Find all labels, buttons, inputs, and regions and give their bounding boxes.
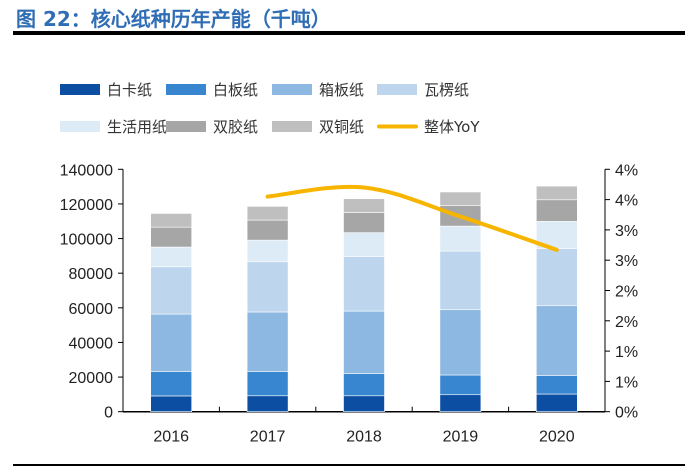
x-tick-label: 2020: [539, 429, 575, 446]
yoy-line: [265, 184, 559, 252]
bar-segment-2016-生活用纸: [150, 246, 192, 268]
legend-label: 箱板纸: [319, 81, 364, 99]
left-tick-label: 40000: [69, 335, 114, 352]
bar-segment-2018-白卡纸: [343, 395, 385, 412]
bar-segment-2020-白板纸: [535, 375, 578, 395]
legend-swatch-瓦楞纸: [377, 84, 417, 95]
legend-label: 白板纸: [213, 81, 258, 99]
bar-segment-2017-生活用纸: [246, 239, 289, 263]
bar-segment-2018-瓦楞纸: [343, 256, 385, 312]
bar-segment-2016-瓦楞纸: [150, 266, 192, 315]
bar-segment-2017-箱板纸: [246, 311, 289, 373]
bar-segment-2019-双铜纸: [439, 191, 482, 206]
right-tick-label: 4%: [615, 162, 638, 179]
legend-label: 双铜纸: [319, 118, 364, 136]
left-tick-label: 140000: [60, 162, 113, 179]
left-tick-label: 20000: [69, 370, 114, 387]
bar-segment-2017-白卡纸: [246, 395, 289, 412]
bar-segment-2019-箱板纸: [439, 309, 482, 376]
bar-segment-2020-白卡纸: [535, 393, 578, 413]
figure-title: 图 22：核心纸种历年产能（千吨）: [16, 7, 331, 31]
x-tick-label: 2018: [346, 429, 382, 446]
left-tick-label: 100000: [60, 232, 113, 249]
bar-segment-2018-双铜纸: [343, 198, 385, 213]
bar-segment-2017-白板纸: [246, 371, 289, 397]
bar-segment-2018-白板纸: [343, 373, 385, 397]
legend-label: 白卡纸: [107, 81, 152, 99]
legend-swatch-生活用纸: [60, 121, 100, 132]
bar-segment-2020-瓦楞纸: [535, 248, 578, 307]
bar-segment-2018-双胶纸: [343, 212, 385, 233]
legend-label: 双胶纸: [213, 118, 258, 136]
bar-segment-2019-生活用纸: [439, 225, 482, 252]
legend-label: 整体YoY: [424, 118, 480, 136]
bar-segment-2020-双胶纸: [535, 199, 578, 222]
left-tick-label: 80000: [69, 266, 114, 283]
bar-segment-2017-双铜纸: [246, 206, 289, 221]
right-tick-label: 3%: [615, 253, 638, 270]
legend-swatch-双铜纸: [272, 121, 312, 132]
x-tick-label: 2019: [443, 429, 479, 446]
bar-segment-2016-白卡纸: [150, 395, 192, 412]
x-tick-label: 2016: [153, 429, 189, 446]
legend-swatch-白卡纸: [60, 84, 100, 95]
legend-swatch-整体YoY: [377, 124, 418, 129]
legend-label: 生活用纸: [107, 118, 167, 136]
bar-segment-2016-白板纸: [150, 371, 192, 397]
right-tick-label: 1%: [615, 374, 638, 391]
bar-segment-2016-双铜纸: [150, 213, 192, 228]
bottom-rule: [13, 464, 685, 466]
bar-segment-2020-双铜纸: [535, 185, 578, 201]
legend-label: 瓦楞纸: [424, 81, 469, 99]
right-tick-label: 2%: [615, 284, 638, 301]
bar-segment-2019-瓦楞纸: [439, 250, 482, 311]
right-tick-label: 1%: [615, 344, 638, 361]
bar-segment-2018-生活用纸: [343, 232, 385, 257]
bar-segment-2016-箱板纸: [150, 313, 192, 373]
right-tick-label: 0%: [615, 405, 638, 422]
bar-segment-2019-白板纸: [439, 374, 482, 396]
bar-segment-2019-白卡纸: [439, 394, 482, 412]
left-tick-label: 120000: [60, 197, 113, 214]
right-tick-label: 3%: [615, 223, 638, 240]
legend-swatch-双胶纸: [166, 121, 206, 132]
legend-swatch-白板纸: [166, 84, 206, 95]
right-tick-label: 2%: [615, 314, 638, 331]
bar-segment-2018-箱板纸: [343, 310, 385, 374]
x-tick-label: 2017: [250, 429, 286, 446]
bar-segment-2017-瓦楞纸: [246, 261, 289, 313]
left-tick-label: 60000: [69, 301, 114, 318]
top-rule: [13, 31, 685, 35]
right-tick-label: 4%: [615, 193, 638, 210]
legend-swatch-箱板纸: [272, 84, 312, 95]
left-tick-label: 0: [104, 405, 113, 422]
bar-segment-2017-双胶纸: [246, 219, 289, 241]
bar-segment-2020-箱板纸: [535, 305, 578, 376]
bar-segment-2016-双胶纸: [150, 226, 192, 248]
